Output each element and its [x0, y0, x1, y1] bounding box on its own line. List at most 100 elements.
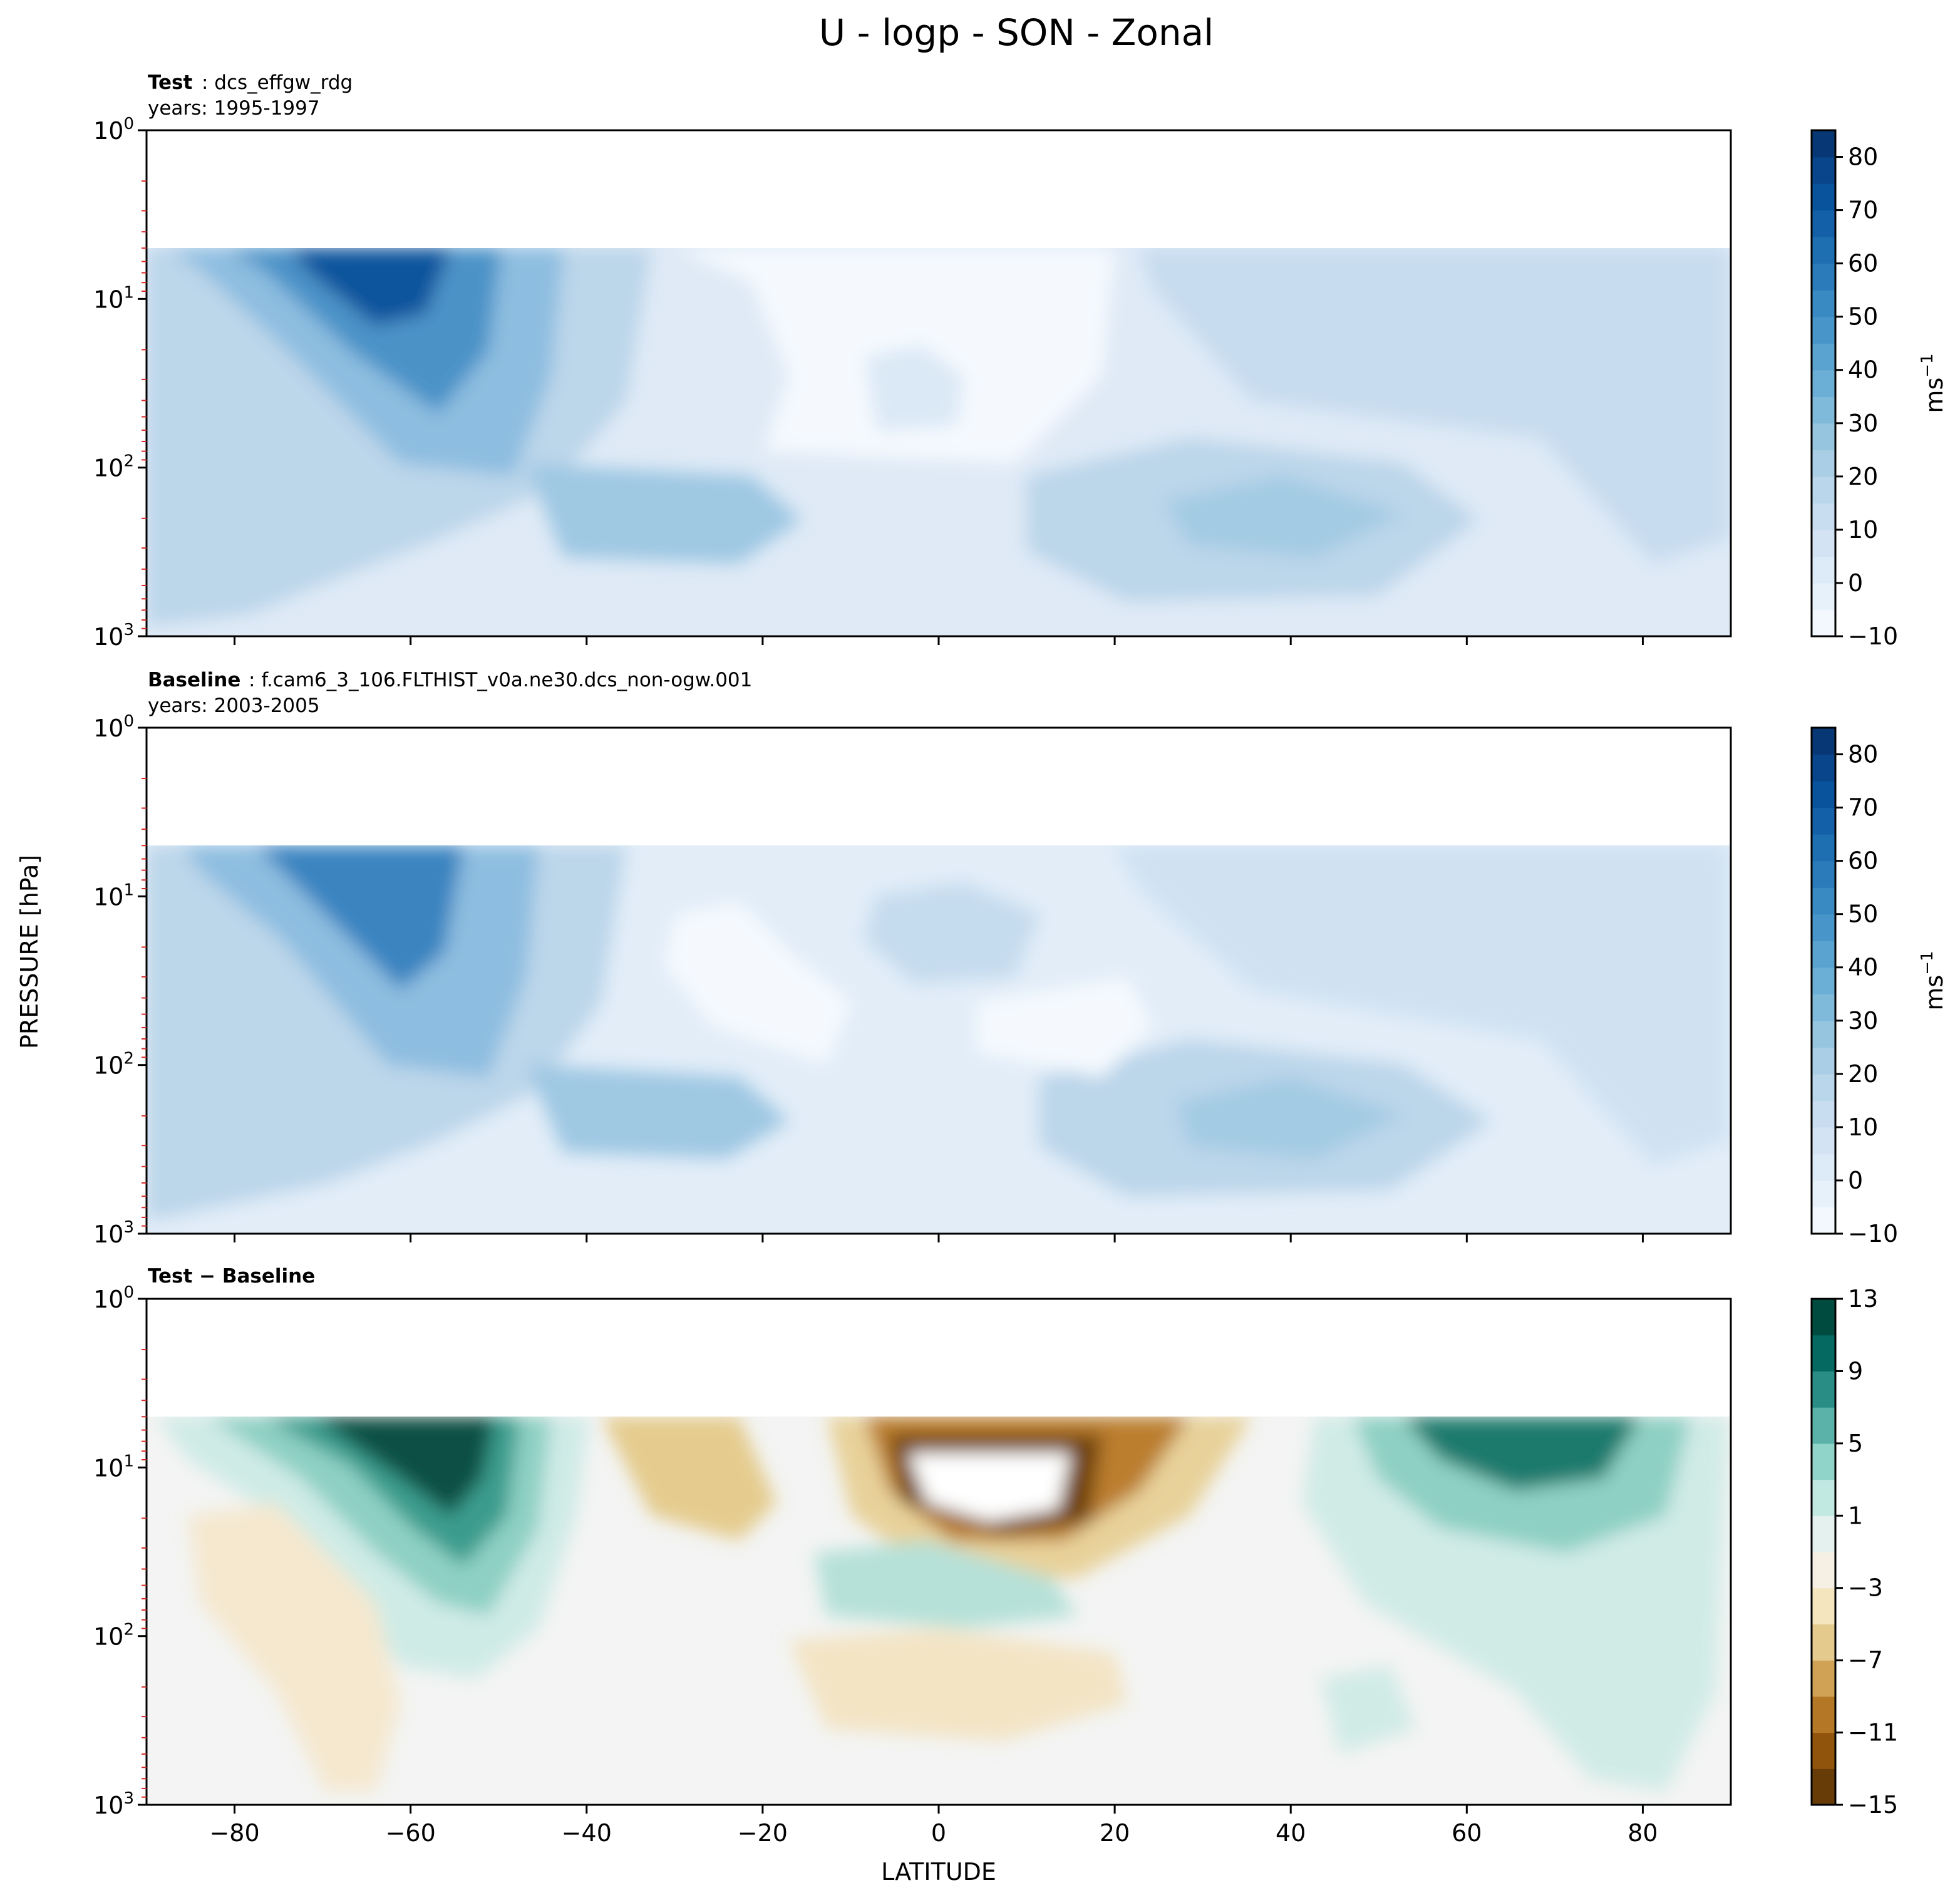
colorbar-test-label: ms−1 — [1918, 353, 1948, 413]
colorbar-segment — [1812, 781, 1835, 808]
nh-positive-core — [1403, 1417, 1641, 1490]
panel-baseline-axis-ticks: 100 101 102 103 — [93, 712, 1644, 1248]
colorbar-segment — [1812, 1180, 1835, 1208]
colorbar-segment — [1812, 1100, 1835, 1128]
colorbar-tick-label: 0 — [1848, 1167, 1863, 1194]
colorbar-segment — [1812, 860, 1835, 888]
colorbar-tick-label: 0 — [1848, 569, 1863, 597]
sh-polar-jet-core — [257, 845, 463, 989]
equatorial-weak-east — [977, 977, 1152, 1077]
colorbar-segment — [1812, 967, 1835, 994]
x-tick-label: 80 — [1627, 1819, 1658, 1847]
y-tick-label: 100 — [93, 115, 134, 145]
x-tick-label: −80 — [209, 1819, 259, 1847]
y-tick-label: 100 — [93, 1283, 134, 1313]
colorbar-segment — [1812, 1407, 1835, 1444]
no-data-region — [147, 130, 1731, 248]
colorbar-tick-label: 13 — [1848, 1285, 1878, 1313]
colorbar-segment — [1812, 343, 1835, 371]
x-tick-label: 20 — [1100, 1819, 1130, 1847]
colorbar-segment — [1812, 1660, 1835, 1697]
nh-subtropical-jet-core — [1177, 1077, 1403, 1159]
colorbar-segment — [1812, 941, 1835, 968]
sh-subtropical-jet — [526, 463, 802, 564]
tropical-negative — [789, 1628, 1127, 1741]
no-data-region — [147, 1299, 1731, 1417]
x-tick-label: −60 — [386, 1819, 436, 1847]
colorbar-segment — [1812, 1371, 1835, 1408]
panel-test-subtitle: years: 1995-1997 — [148, 97, 320, 120]
y-tick-label: 103 — [93, 621, 134, 651]
colorbar-baseline: −10 0 10 20 30 40 50 60 70 80 — [1810, 726, 1898, 1247]
colorbar-segment — [1812, 1515, 1835, 1552]
equatorial-westerly — [864, 344, 964, 432]
colorbar-segment — [1812, 914, 1835, 941]
y-tick-label: 103 — [93, 1789, 134, 1819]
colorbar-segment — [1812, 582, 1835, 611]
colorbar-tick-label: 70 — [1848, 197, 1878, 224]
colorbar-tick-label: 80 — [1848, 741, 1878, 768]
panel-test-title-text: : dcs_effgw_rdg — [202, 71, 353, 94]
sh-high-lat-negative — [188, 1503, 401, 1791]
colorbar-segment — [1812, 529, 1835, 557]
colorbar-tick-label: 60 — [1848, 847, 1878, 875]
colorbar-tick-label: 10 — [1848, 1113, 1878, 1141]
colorbar-tick-label: 1 — [1848, 1502, 1863, 1529]
y-tick-label: 102 — [93, 1621, 134, 1651]
colorbar-segment — [1812, 1299, 1835, 1336]
panel-baseline-subtitle: years: 2003-2005 — [148, 694, 320, 717]
y-tick-label: 101 — [93, 880, 134, 911]
colorbar-baseline-label: ms−1 — [1918, 951, 1948, 1010]
colorbar-segment — [1812, 503, 1835, 530]
colorbar-segment — [1812, 183, 1835, 211]
colorbar-frame — [1810, 129, 1837, 638]
colorbar-segment — [1812, 1443, 1835, 1480]
equatorial-hole — [908, 1453, 1071, 1522]
colorbar-tick-label: −10 — [1848, 1220, 1898, 1247]
colorbar-segment — [1812, 450, 1835, 477]
colorbar-segment — [1812, 1624, 1835, 1661]
nh-mid-band — [1115, 845, 1728, 1165]
subtropical-negative — [601, 1417, 776, 1541]
colorbar-segment — [1812, 423, 1835, 450]
nh-tropospheric-positive — [1321, 1666, 1415, 1753]
x-axis-label: LATITUDE — [881, 1858, 996, 1886]
colorbar-segment — [1812, 1479, 1835, 1516]
panel-baseline: Baseline : f.cam6_3_106.FLTHIST_v0a.ne30… — [93, 669, 1732, 1248]
colorbar-segment — [1812, 263, 1835, 291]
colorbar-segment — [1812, 834, 1835, 862]
colorbar-tick-label: −7 — [1848, 1646, 1883, 1674]
y-tick-label: 100 — [93, 712, 134, 742]
sh-polar-jet-core — [288, 248, 451, 326]
no-data-region — [147, 728, 1731, 845]
colorbar-tick-label: 50 — [1848, 303, 1878, 331]
colorbar-tick-label: 20 — [1848, 1060, 1878, 1088]
equatorial-westerly — [864, 883, 1039, 983]
y-tick-label: 101 — [93, 1452, 134, 1482]
colorbar-segment — [1812, 994, 1835, 1021]
colorbar-segment — [1812, 1127, 1835, 1155]
y-tick-label: 101 — [93, 283, 134, 313]
nh-mid-band — [1140, 248, 1728, 564]
panel-test-axis-ticks: 100 101 102 103 — [93, 115, 1644, 651]
colorbar-segment — [1812, 1073, 1835, 1101]
colorbar-segment — [1812, 1732, 1835, 1769]
tropical-positive — [814, 1541, 1077, 1628]
panel-baseline-field — [147, 728, 1731, 1234]
equatorial-weak-west — [664, 902, 852, 1065]
colorbar-segment — [1812, 290, 1835, 318]
colorbar-tick-label: 50 — [1848, 901, 1878, 928]
y-tick-label: 102 — [93, 452, 134, 482]
panel-difference-axis-ticks: −80 −60 −40 −20 0 20 40 60 80 100 101 102 103 — [93, 1283, 1658, 1847]
colorbar-difference: −15 −11 −7 −3 1 5 9 13 — [1810, 1285, 1898, 1819]
colorbar-segment — [1812, 476, 1835, 503]
colorbar-segment — [1812, 1768, 1835, 1805]
colorbar-tick-label: 40 — [1848, 356, 1878, 384]
panel-baseline-title-text: : f.cam6_3_106.FLTHIST_v0a.ne30.dcs_non-… — [249, 669, 752, 691]
colorbar-segment — [1812, 728, 1835, 755]
colorbar-tick-label: 80 — [1848, 143, 1878, 171]
y-tick-label: 102 — [93, 1050, 134, 1080]
colorbar-segment — [1812, 1588, 1835, 1625]
colorbar-frame — [1810, 726, 1837, 1235]
